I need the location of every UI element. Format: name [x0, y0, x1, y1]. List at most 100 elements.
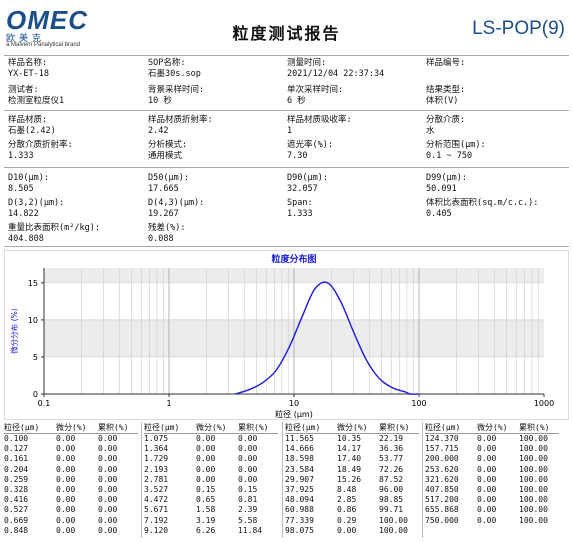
- table-cell: 0.00: [238, 464, 258, 474]
- header-divider: [4, 55, 569, 56]
- table-header-cell: 粒径(μm): [4, 423, 40, 432]
- info-value: 32.057: [287, 184, 318, 194]
- table-cell: 0.00: [56, 495, 76, 505]
- table-row: 407.850 0.00 100.00: [425, 485, 559, 495]
- table-cell: 0.00: [56, 525, 76, 535]
- table-cell: 0.00: [477, 434, 497, 443]
- table-cell: 0.00: [477, 474, 497, 484]
- table-cell: 0.15: [238, 484, 258, 494]
- table-row: 48.094 2.85 98.85: [285, 495, 419, 505]
- info-field: 测量时间: 2021/12/04 22:37:34: [287, 58, 384, 80]
- info-field: 样品编号:: [426, 58, 465, 69]
- info-label: 样品材质吸收率:: [287, 115, 352, 125]
- section-divider: [4, 110, 569, 111]
- table-cell: 0.00: [56, 434, 76, 443]
- table-row: 1.364 0.00 0.00: [144, 444, 278, 454]
- table-row: 0.127 0.00 0.00: [4, 444, 138, 454]
- table-row: 2.781 0.00 0.00: [144, 475, 278, 485]
- table-header-cell: 累积(%): [238, 423, 269, 432]
- info-field: 分析范围(μm): 0.1 ~ 750: [426, 140, 486, 162]
- table-row: 11.565 10.35 22.19: [285, 434, 419, 444]
- table-cell: 0.00: [56, 464, 76, 474]
- table-cell: 0.00: [98, 495, 118, 505]
- table-row: 0.527 0.00 0.00: [4, 505, 138, 515]
- info-value: 石墨30s.sop: [148, 69, 201, 79]
- table-row: 18.598 17.40 53.77: [285, 454, 419, 464]
- info-value: 6 秒: [287, 96, 306, 106]
- info-field: 测试者: 检测室粒度仪1: [8, 85, 64, 107]
- table-cell: 5.671: [144, 505, 169, 515]
- table-cell: 2.781: [144, 474, 169, 484]
- info-value: 2.42: [148, 126, 169, 136]
- info-value: 17.665: [148, 184, 179, 194]
- info-label: 结果类型:: [426, 85, 466, 95]
- info-field: D10(μm): 8.505: [8, 173, 49, 195]
- info-value: 10 秒: [148, 96, 172, 106]
- info-label: 样品名称:: [8, 58, 48, 68]
- x-tick-label: 0.1: [38, 399, 51, 408]
- table-cell: 100.00: [519, 484, 548, 494]
- table-header-cell: 累积(%): [379, 423, 410, 432]
- table-row: 37.925 8.48 96.00: [285, 485, 419, 495]
- table-row: 77.339 0.29 100.00: [285, 516, 419, 526]
- info-field: Span: 1.333: [287, 198, 313, 220]
- logo-chinese-name: 欧美克: [6, 34, 46, 44]
- table-cell: 0.81: [238, 495, 258, 505]
- table-header-row: 粒径(μm) 微分(%) 累积(%): [425, 422, 559, 434]
- table-cell: 0.65: [196, 495, 216, 505]
- table-cell: 0.00: [477, 495, 497, 505]
- table-cell: 0.00: [98, 525, 118, 535]
- info-field: 分散介质: 水: [426, 115, 465, 137]
- table-cell: 0.204: [4, 464, 29, 474]
- table-header-cell: 粒径(μm): [425, 423, 461, 432]
- table-cell: 0.86: [337, 505, 357, 515]
- table-cell: 3.19: [196, 515, 216, 525]
- table-cell: 98.85: [379, 495, 404, 505]
- table-column-divider: [141, 422, 142, 538]
- table-cell: 10.35: [337, 434, 362, 443]
- table-cell: 53.77: [379, 454, 404, 464]
- x-tick-label: 100: [411, 399, 426, 408]
- info-value: 404.808: [8, 234, 44, 244]
- info-label: D(3,2)(μm):: [8, 198, 65, 208]
- info-label: D90(μm):: [287, 173, 328, 183]
- table-header-cell: 微分(%): [196, 423, 227, 432]
- info-field: D50(μm): 17.665: [148, 173, 189, 195]
- table-cell: 17.40: [337, 454, 362, 464]
- info-value: 0.088: [148, 234, 174, 244]
- table-cell: 157.715: [425, 444, 459, 454]
- info-label: D50(μm):: [148, 173, 189, 183]
- table-cell: 60.988: [285, 505, 314, 515]
- table-cell: 0.127: [4, 444, 29, 454]
- table-cell: 0.00: [98, 434, 118, 443]
- table-cell: 98.075: [285, 525, 314, 535]
- info-field: 重量比表面积(m²/kg): 404.808: [8, 223, 100, 245]
- table-cell: 7.192: [144, 515, 169, 525]
- table-cell: 23.584: [285, 464, 314, 474]
- report-title: 粒度测试报告: [232, 24, 341, 43]
- info-label: 背景采样时间:: [148, 85, 205, 95]
- table-cell: 0.00: [196, 454, 216, 464]
- info-field: 样品材质折射率: 2.42: [148, 115, 213, 137]
- table-header-row: 粒径(μm) 微分(%) 累积(%): [4, 422, 138, 434]
- info-field: 体积比表面积(sq.m/c.c.): 0.405: [426, 198, 538, 220]
- table-row: 517.200 0.00 100.00: [425, 495, 559, 505]
- info-label: 残差(%):: [148, 223, 186, 233]
- info-value: 7.30: [287, 151, 308, 161]
- table-row: 253.620 0.00 100.00: [425, 465, 559, 475]
- x-tick-label: 10: [289, 399, 299, 408]
- table-cell: 0.100: [4, 434, 29, 443]
- table-header-cell: 微分(%): [477, 423, 508, 432]
- table-cell: 0.00: [477, 505, 497, 515]
- info-value: 50.091: [426, 184, 457, 194]
- table-header-cell: 微分(%): [337, 423, 368, 432]
- table-cell: 29.907: [285, 474, 314, 484]
- table-cell: 18.49: [337, 464, 362, 474]
- table-cell: 0.00: [477, 484, 497, 494]
- info-label: 样品材质:: [8, 115, 48, 125]
- table-cell: 0.00: [56, 505, 76, 515]
- table-row: 3.527 0.15 0.15: [144, 485, 278, 495]
- table-cell: 37.925: [285, 484, 314, 494]
- table-cell: 5.58: [238, 515, 258, 525]
- info-label: 样品编号:: [426, 58, 466, 68]
